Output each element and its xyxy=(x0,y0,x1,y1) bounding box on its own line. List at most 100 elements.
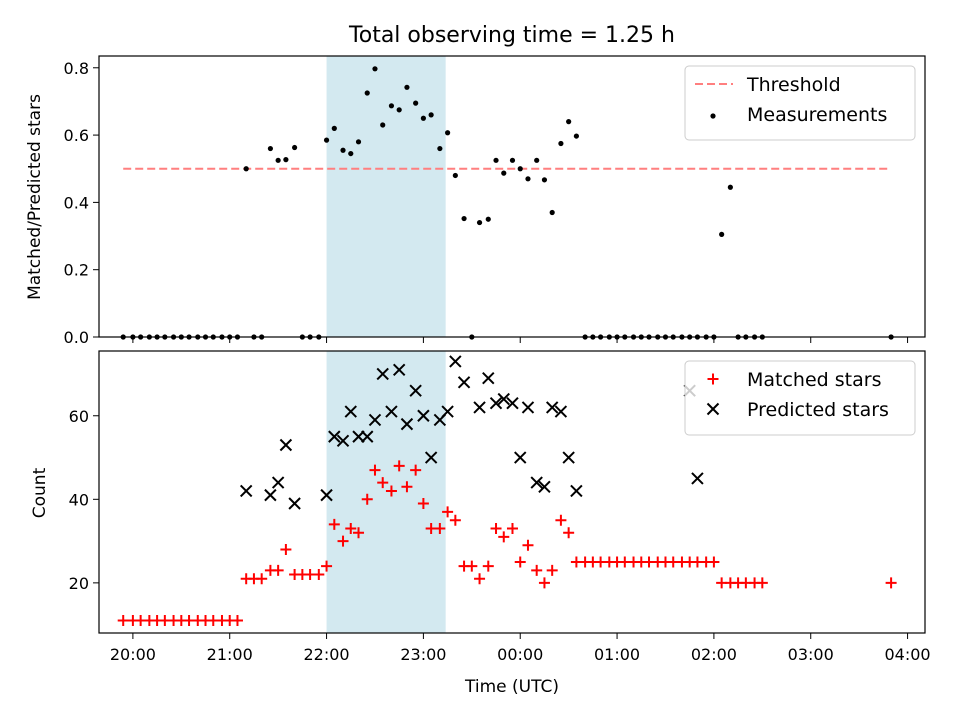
predicted-star-point xyxy=(530,476,543,489)
measurement-point xyxy=(396,107,402,113)
predicted-star-point xyxy=(545,401,559,414)
predicted-star-point xyxy=(239,484,253,498)
top-axes-frame xyxy=(98,55,926,338)
measurement-point xyxy=(493,157,499,163)
measurement-point xyxy=(420,115,426,121)
top-ytick: 0.4 xyxy=(64,193,99,212)
measurement-point xyxy=(719,231,725,237)
predicted-star-point xyxy=(441,405,454,418)
measurement-point xyxy=(485,216,491,222)
top-ytick-label: 0.6 xyxy=(64,126,89,145)
predicted-star-point xyxy=(409,384,422,397)
measurement-point xyxy=(558,140,564,147)
predicted-star-point xyxy=(417,409,430,422)
xtick-label: 22:00 xyxy=(304,645,350,664)
legend-label: Predicted stars xyxy=(747,399,889,421)
measurement-point xyxy=(243,166,249,172)
predicted-star-point xyxy=(506,397,519,410)
matched-star-point xyxy=(353,527,365,539)
bottom-xtick: 20:00 xyxy=(110,633,156,664)
legend-label: Threshold xyxy=(746,74,841,96)
bottom-ytick: 60 xyxy=(69,407,99,426)
matched-star-point xyxy=(401,481,413,493)
matched-star-point xyxy=(385,485,397,497)
predicted-star-point xyxy=(336,434,350,448)
bottom-ytick-label: 20 xyxy=(69,574,89,593)
matched-star-point xyxy=(361,493,373,505)
top-ytick: 0.2 xyxy=(64,261,99,280)
top-panel: 0.0 0.2 0.4 0.6 0.8 Threshold Measurements xyxy=(64,55,926,347)
matched-star-point xyxy=(474,573,486,585)
matched-star-point xyxy=(272,564,284,576)
matched-star-point xyxy=(337,535,349,547)
predicted-star-point xyxy=(376,367,389,381)
predicted-star-point xyxy=(400,417,414,431)
bottom-legend-box xyxy=(684,360,916,436)
bottom-xtick: 00:00 xyxy=(497,633,543,664)
matched-star-point xyxy=(328,518,340,530)
legend-measurements-key xyxy=(710,113,716,119)
matched-star-point xyxy=(345,523,357,535)
xtick-label: 01:00 xyxy=(594,645,640,664)
bottom-xtick: 01:00 xyxy=(594,633,640,664)
measurement-point xyxy=(461,215,467,222)
predicted-star-point xyxy=(392,363,406,377)
matched-star-point xyxy=(490,523,502,535)
bottom-xtick: 23:00 xyxy=(400,633,446,664)
bottom-series-1 xyxy=(239,355,704,510)
top-ytick-label: 0.0 xyxy=(64,328,89,347)
top-ytick: 0.0 xyxy=(64,328,99,347)
predicted-star-point xyxy=(368,413,382,427)
predicted-star-point xyxy=(424,451,438,464)
predicted-star-point xyxy=(288,497,301,510)
measurement-point xyxy=(388,103,395,109)
measurement-point xyxy=(372,66,378,72)
measurement-point xyxy=(541,177,548,183)
legend-label: Measurements xyxy=(747,104,887,126)
bottom-xtick: 02:00 xyxy=(691,633,737,664)
matched-star-point xyxy=(410,464,422,476)
bottom-xlabel: Time (UTC) xyxy=(464,677,559,697)
predicted-star-point xyxy=(554,405,568,418)
xtick-label: 23:00 xyxy=(400,645,446,664)
measurement-point xyxy=(534,157,540,163)
bottom-ytick: 40 xyxy=(69,490,99,509)
bottom-xtick: 03:00 xyxy=(788,633,834,664)
matched-star-point xyxy=(466,560,478,572)
predicted-star-point xyxy=(279,438,293,452)
bottom-ylabel: Count xyxy=(30,467,50,518)
legend-label: Matched stars xyxy=(747,369,881,391)
bottom-xtick: 04:00 xyxy=(885,633,931,664)
measurement-point xyxy=(525,176,531,182)
predicted-star-point xyxy=(562,451,575,464)
predicted-star-point xyxy=(538,480,551,493)
top-ytick: 0.6 xyxy=(64,126,99,145)
predicted-star-point xyxy=(271,476,285,489)
matched-star-point xyxy=(885,577,897,589)
bottom-legend: Matched stars Predicted stars xyxy=(684,360,916,436)
measurement-point xyxy=(364,90,370,96)
legend-predicted-key xyxy=(706,402,720,416)
predicted-star-point xyxy=(344,405,357,418)
bottom-xtick: 21:00 xyxy=(207,633,253,664)
bottom-shaded-window xyxy=(326,351,446,633)
measurement-point xyxy=(501,170,507,176)
matched-star-point xyxy=(117,614,129,626)
measurement-point xyxy=(549,209,555,216)
measurement-point xyxy=(340,147,346,153)
predicted-star-point xyxy=(328,430,341,443)
measurement-point xyxy=(355,139,362,145)
measurement-point xyxy=(452,172,458,179)
matched-star-point xyxy=(377,477,389,489)
matched-star-point xyxy=(280,543,292,555)
bottom-axes-frame xyxy=(98,350,926,634)
predicted-star-point xyxy=(570,484,583,498)
matched-star-point xyxy=(482,560,494,572)
measurement-point xyxy=(476,219,483,226)
predicted-star-point xyxy=(691,472,704,485)
chart-title: Total observing time = 1.25 h xyxy=(348,23,675,48)
top-ytick-label: 0.4 xyxy=(64,193,89,212)
predicted-star-point xyxy=(489,397,503,410)
xtick-label: 00:00 xyxy=(497,645,543,664)
measurement-point xyxy=(331,125,337,131)
